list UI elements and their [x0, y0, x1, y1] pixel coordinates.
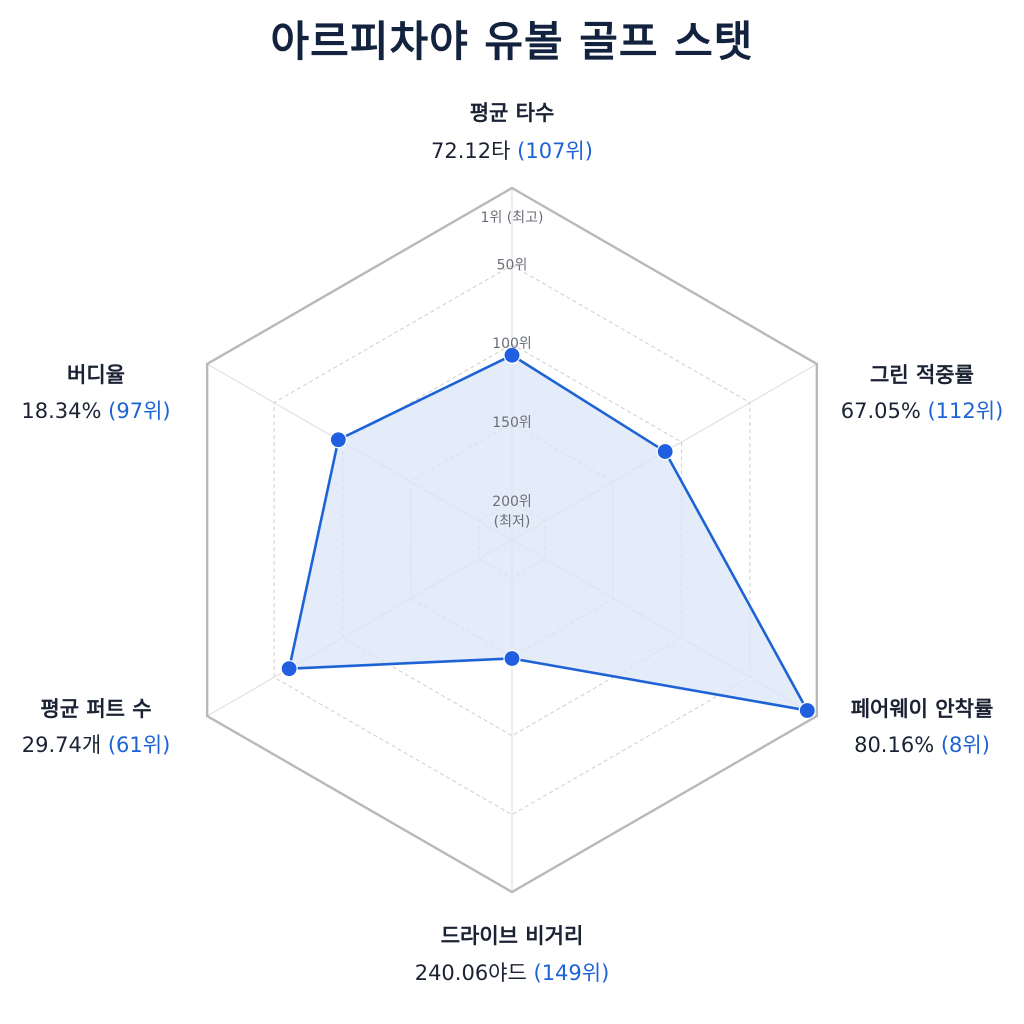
- stat-value: 240.06야드: [415, 961, 534, 985]
- rank-tick-line: 200위: [492, 494, 532, 510]
- axis-value: 72.12타 (107위): [431, 139, 593, 163]
- axis-label-3: 페어웨이 안착률 80.16% (8위): [851, 697, 994, 757]
- axis-labels: 평균 타수 72.12타 (107위) 그린 적중률 67.05% (112위) 페어웨…: [21, 101, 1003, 985]
- axis-name: 버디율: [67, 363, 125, 387]
- stat-value: 67.05%: [841, 399, 928, 423]
- axis-label-5: 평균 퍼트 수 29.74개 (61위): [22, 697, 171, 757]
- rank-tick-label: 150위: [492, 415, 532, 431]
- stat-value: 18.34%: [21, 399, 108, 423]
- data-point-2: [656, 442, 674, 461]
- rank-tick-line: 1위 (최고): [481, 210, 544, 226]
- data-point-1: [503, 346, 521, 364]
- axis-name: 평균 타수: [470, 101, 555, 125]
- rank-tick-label: 50위: [497, 257, 528, 273]
- axis-value: 80.16% (8위): [854, 733, 990, 757]
- stat-value: 72.12타: [431, 139, 517, 163]
- rank-tick-line: 100위: [492, 336, 532, 352]
- rank-value: (61위): [108, 733, 170, 757]
- axis-label-4: 드라이브 비거리 240.06야드 (149위): [415, 924, 610, 985]
- rank-tick-line: 150위: [492, 415, 532, 431]
- stat-value: 80.16%: [854, 733, 941, 757]
- rank-tick-label: 100위: [492, 336, 532, 352]
- rank-value: (112위): [927, 399, 1003, 423]
- axis-label-2: 그린 적중률 67.05% (112위): [841, 363, 1004, 423]
- data-point-5: [280, 660, 298, 678]
- data-point-6: [329, 431, 347, 449]
- axis-name: 그린 적중률: [870, 363, 974, 387]
- chart-title: 아르피차야 유볼 골프 스탯: [271, 17, 754, 66]
- rank-tick-labels: 1위 (최고) 50위 100위 150위 200위 (최저): [481, 210, 544, 530]
- data-point-4: [503, 649, 521, 668]
- axis-label-6: 버디율 18.34% (97위): [21, 363, 170, 423]
- data-point-3: [798, 701, 816, 720]
- axis-value: 67.05% (112위): [841, 399, 1004, 423]
- rank-value: (107위): [517, 139, 593, 163]
- rank-value: (8위): [941, 733, 990, 757]
- axis-value: 29.74개 (61위): [22, 733, 171, 757]
- axis-name: 페어웨이 안착률: [851, 697, 994, 721]
- rank-tick-line: (최저): [494, 514, 531, 530]
- radar-outer-frame: [205, 186, 819, 894]
- series-area: [287, 353, 809, 712]
- rank-value: (149위): [534, 961, 610, 985]
- rank-value: (97위): [108, 399, 170, 423]
- axis-value: 240.06야드 (149위): [415, 961, 610, 985]
- radar-grid-ring: [273, 264, 751, 816]
- axis-name: 평균 퍼트 수: [40, 697, 151, 721]
- axis-name: 드라이브 비거리: [441, 924, 584, 948]
- rank-tick-label: 200위 (최저): [492, 494, 532, 530]
- stat-value: 29.74개: [22, 733, 108, 757]
- rank-tick-label: 1위 (최고): [481, 210, 544, 226]
- radar-series: [280, 346, 816, 720]
- axis-label-1: 평균 타수 72.12타 (107위): [431, 101, 593, 163]
- rank-tick-line: 50위: [497, 257, 528, 273]
- axis-value: 18.34% (97위): [21, 399, 170, 423]
